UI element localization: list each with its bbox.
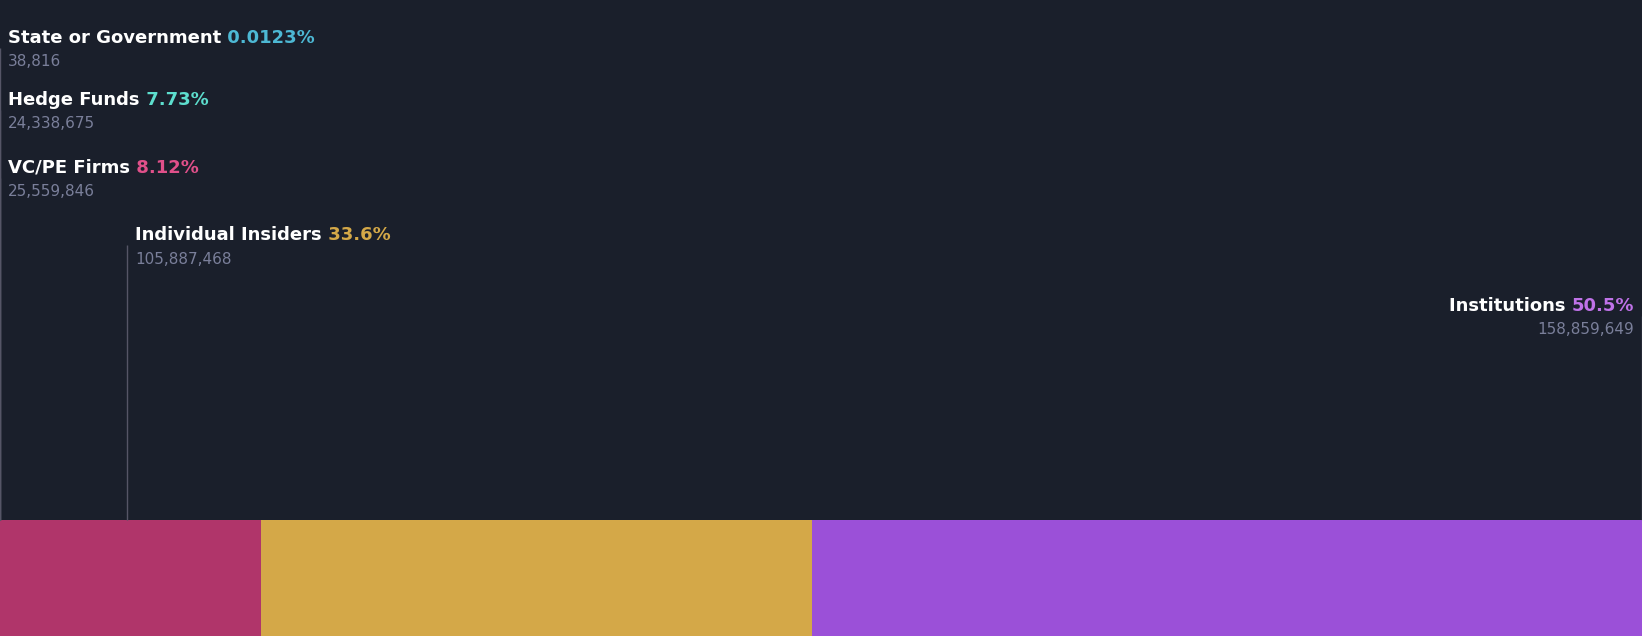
Text: 50.5%: 50.5% — [1571, 297, 1634, 315]
Bar — [813, 520, 1642, 636]
Text: 8.12%: 8.12% — [130, 159, 199, 177]
Text: Institutions: Institutions — [1448, 297, 1571, 315]
Text: 25,559,846: 25,559,846 — [8, 184, 95, 200]
Text: 0.0123%: 0.0123% — [222, 29, 315, 47]
Text: VC/PE Firms: VC/PE Firms — [8, 159, 130, 177]
Bar — [126, 520, 261, 636]
Text: Individual Insiders: Individual Insiders — [135, 226, 322, 244]
Text: 105,887,468: 105,887,468 — [135, 252, 232, 268]
Text: Hedge Funds: Hedge Funds — [8, 91, 140, 109]
Text: 7.73%: 7.73% — [140, 91, 209, 109]
Text: 24,338,675: 24,338,675 — [8, 116, 95, 132]
Bar — [0, 520, 126, 636]
Bar — [261, 520, 813, 636]
Text: 38,816: 38,816 — [8, 55, 61, 69]
Text: State or Government: State or Government — [8, 29, 222, 47]
Text: 33.6%: 33.6% — [322, 226, 391, 244]
Text: 158,859,649: 158,859,649 — [1537, 322, 1634, 338]
